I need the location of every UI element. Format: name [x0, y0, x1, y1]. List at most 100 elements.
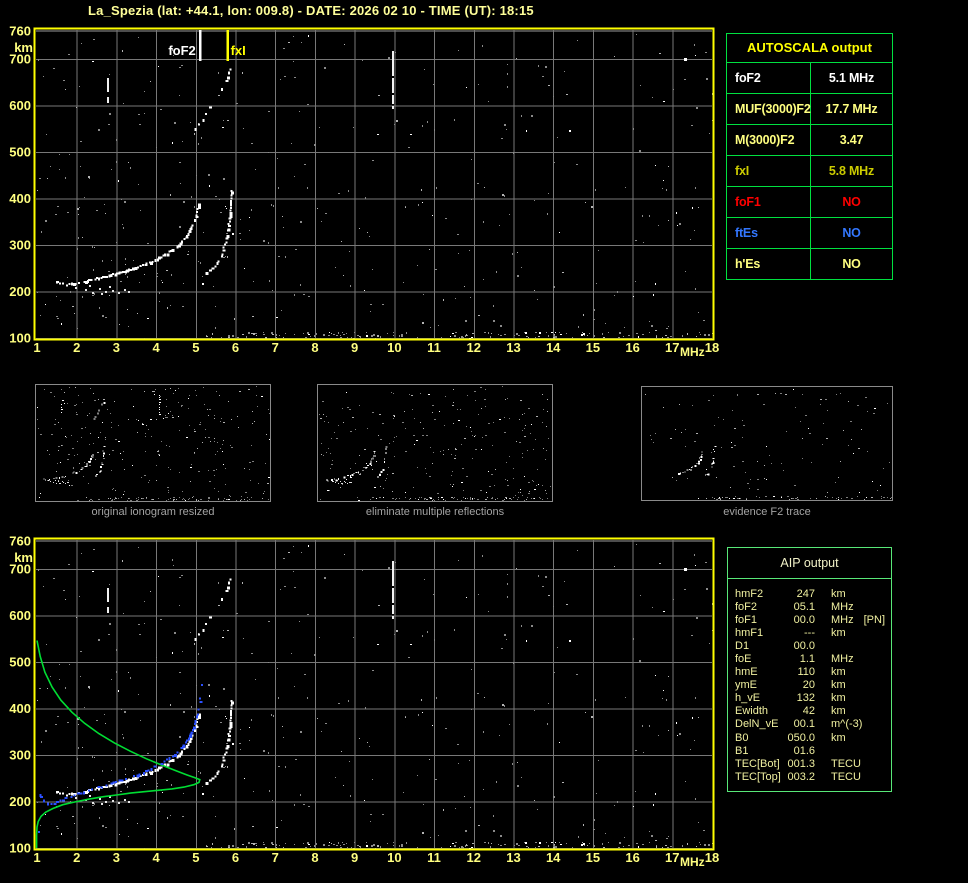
table-row: foF2 5.1 MHz — [727, 63, 892, 94]
autoscala-row-label: fxI — [727, 156, 811, 186]
table-row: M(3000)F2 3.47 — [727, 125, 892, 156]
svg-text:fxI: fxI — [231, 43, 246, 58]
svg-text:300: 300 — [9, 747, 31, 762]
svg-text:600: 600 — [9, 608, 31, 623]
svg-text:18: 18 — [705, 850, 719, 865]
svg-text:km: km — [14, 40, 33, 55]
svg-text:200: 200 — [9, 794, 31, 809]
aip-row-value: 00.0 — [793, 613, 815, 626]
autoscala-row-label: foF1 — [727, 187, 811, 217]
aip-row-unit: MHz — [831, 613, 854, 626]
table-row: hmF1 --- km — [735, 626, 889, 639]
table-row: MUF(3000)F2 17.7 MHz — [727, 94, 892, 125]
svg-text:17: 17 — [665, 850, 679, 865]
autoscala-row-value: 3.47 — [839, 133, 864, 147]
svg-text:17: 17 — [665, 340, 679, 355]
svg-text:700: 700 — [9, 51, 31, 66]
svg-text:700: 700 — [9, 561, 31, 576]
aip-row-unit: km — [831, 705, 846, 718]
aip-row-label: foF1 — [735, 613, 758, 626]
aip-row-label: TEC[Top] — [735, 770, 781, 783]
table-row: foF1 NO — [727, 187, 892, 218]
aip-row-label: foE — [735, 653, 752, 666]
aip-row-label: D1 — [735, 639, 750, 652]
svg-text:400: 400 — [9, 191, 31, 206]
table-row: B1 01.6 — [735, 744, 889, 757]
autoscala-row-value: 5.1 MHz — [828, 71, 875, 85]
aip-row-label: h_vE — [735, 692, 761, 705]
svg-text:km: km — [14, 550, 33, 565]
autoscala-row-label: h'Es — [727, 249, 811, 279]
aip-row-unit: km — [831, 587, 846, 600]
aip-row-label: TEC[Bot] — [735, 757, 780, 770]
svg-text:16: 16 — [625, 850, 639, 865]
aip-row-value: 20 — [802, 679, 815, 692]
aip-row-note: [PN] — [863, 613, 886, 626]
svg-text:500: 500 — [9, 654, 31, 669]
svg-text:2: 2 — [73, 850, 80, 865]
svg-text:100: 100 — [9, 841, 31, 856]
table-row: D1 00.0 — [735, 639, 889, 652]
table-row: TEC[Top] 003.2 TECU — [735, 770, 889, 783]
aip-body: hmF2 247 km foF2 05.1 MHz foF1 00.0 MHz [PN] hm… — [728, 579, 891, 791]
aip-row-label: DelN_vE — [735, 718, 779, 731]
autoscala-row-value: NO — [842, 257, 861, 271]
svg-text:8: 8 — [311, 850, 318, 865]
table-row: h_vE 132 km — [735, 692, 889, 705]
autoscala-row-label: M(3000)F2 — [727, 125, 811, 155]
table-row: TEC[Bot] 001.3 TECU — [735, 757, 889, 770]
aip-header: AIP output — [728, 548, 891, 579]
aip-row-value: 00.0 — [793, 639, 815, 652]
svg-text:7: 7 — [272, 340, 279, 355]
autoscala-row-label: foF2 — [727, 63, 811, 93]
svg-text:14: 14 — [546, 340, 561, 355]
svg-text:6: 6 — [232, 340, 239, 355]
aip-row-label: Ewidth — [735, 705, 769, 718]
svg-text:5: 5 — [192, 340, 199, 355]
aip-row-value: 1.1 — [799, 653, 815, 666]
svg-text:18: 18 — [705, 340, 719, 355]
aip-row-value: 110 — [797, 666, 815, 679]
svg-text:600: 600 — [9, 98, 31, 113]
table-row: foF1 00.0 MHz [PN] — [735, 613, 889, 626]
aip-row-unit: km — [831, 666, 846, 679]
aip-table: AIP output hmF2 247 km foF2 05.1 MHz foF1 00.… — [727, 547, 892, 793]
svg-text:13: 13 — [506, 850, 520, 865]
thumbnail-caption-evidence: evidence F2 trace — [723, 506, 811, 518]
svg-text:15: 15 — [586, 340, 600, 355]
svg-text:4: 4 — [153, 850, 161, 865]
svg-text:14: 14 — [546, 850, 561, 865]
svg-text:5: 5 — [192, 850, 199, 865]
aip-row-unit: km — [831, 679, 846, 692]
aip-row-value: 132 — [796, 692, 815, 705]
aip-row-value: 001.3 — [787, 757, 815, 770]
svg-text:10: 10 — [387, 340, 401, 355]
aip-row-label: hmE — [735, 666, 758, 679]
table-row: foF2 05.1 MHz — [735, 600, 889, 613]
table-row: B0 050.0 km — [735, 731, 889, 744]
aip-row-unit: km — [831, 692, 846, 705]
autoscala-row-value: 5.8 MHz — [828, 164, 875, 178]
aip-row-value: 247 — [796, 587, 815, 600]
aip-row-unit: m^(-3) — [831, 718, 863, 731]
aip-row-unit: TECU — [831, 770, 861, 783]
svg-text:MHz: MHz — [680, 855, 705, 869]
svg-text:12: 12 — [467, 340, 481, 355]
svg-text:foF2: foF2 — [168, 43, 195, 58]
autoscala-row-label: ftEs — [727, 218, 811, 248]
svg-text:13: 13 — [506, 340, 520, 355]
svg-text:16: 16 — [625, 340, 639, 355]
svg-text:15: 15 — [586, 850, 600, 865]
table-row: ftEs NO — [727, 218, 892, 249]
autoscala-row-value: NO — [842, 226, 861, 240]
aip-row-value: 42 — [802, 705, 815, 718]
svg-text:3: 3 — [113, 850, 120, 865]
aip-row-value: 050.0 — [787, 731, 815, 744]
svg-text:400: 400 — [9, 701, 31, 716]
aip-row-value: 003.2 — [787, 770, 815, 783]
svg-text:760: 760 — [9, 24, 31, 39]
aip-row-label: hmF1 — [735, 626, 764, 639]
thumbnail-caption-original: original ionogram resized — [91, 506, 215, 518]
aip-row-unit: MHz — [831, 600, 854, 613]
